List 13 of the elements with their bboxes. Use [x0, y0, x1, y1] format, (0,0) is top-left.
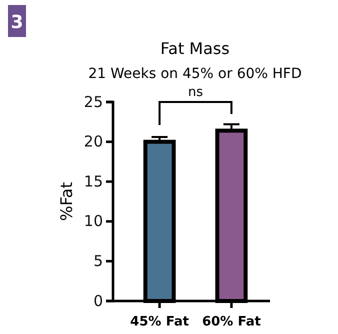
- y-axis-title: %Fat: [57, 182, 76, 222]
- y-tick-label: 20: [84, 132, 103, 151]
- y-tick-label: 10: [84, 212, 103, 230]
- x-tick-label: 60% Fat: [202, 314, 261, 330]
- chart-subtitle: 21 Weeks on 45% or 60% HFD: [88, 66, 302, 82]
- x-tick-label: 45% Fat: [130, 314, 189, 330]
- chart-title: Fat Mass: [160, 39, 230, 58]
- y-tick-label: 15: [84, 172, 103, 190]
- y-tick-label: 5: [93, 252, 103, 270]
- panel-label: 3: [8, 5, 26, 37]
- y-tick-label: 0: [93, 292, 103, 310]
- text: ns: [188, 85, 204, 100]
- y-tick-label: 25: [84, 92, 103, 111]
